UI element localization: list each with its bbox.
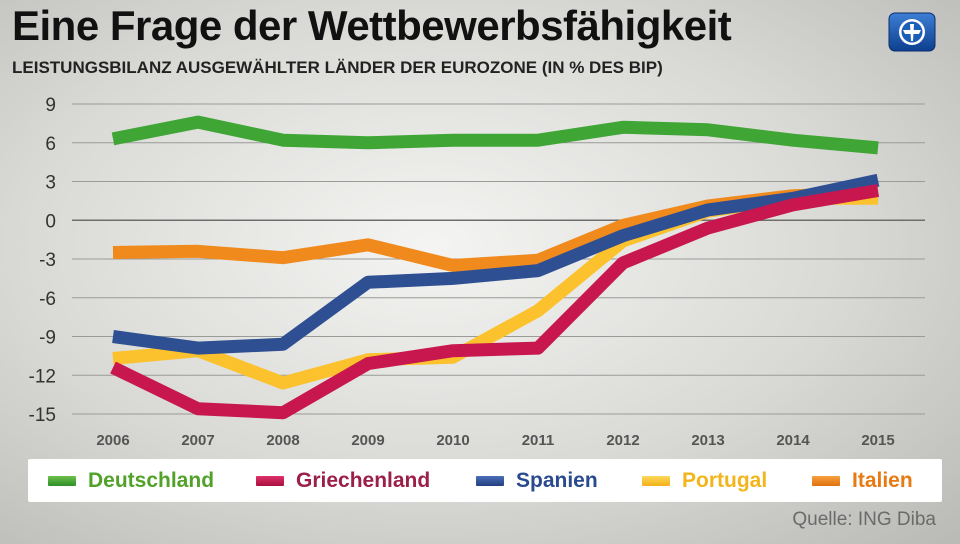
legend-item-griechenland: Griechenland	[256, 459, 430, 502]
x-tick-label: 2006	[96, 432, 129, 449]
y-tick-label: -6	[39, 289, 56, 310]
x-tick-label: 2013	[691, 432, 724, 449]
x-tick-label: 2009	[351, 432, 384, 449]
legend-label-griechenland: Griechenland	[296, 468, 431, 492]
y-tick-label: -15	[29, 405, 56, 426]
legend-swatch-spanien	[476, 475, 504, 486]
legend-item-deutschland: Deutschland	[48, 459, 214, 502]
x-tick-label: 2008	[266, 432, 299, 449]
source-note: Quelle: ING Diba	[792, 509, 936, 530]
x-tick-label: 2015	[861, 432, 894, 449]
y-tick-label: 6	[45, 134, 56, 155]
legend-swatch-italien	[812, 475, 840, 486]
x-tick-label: 2014	[776, 432, 810, 449]
series-line-griechenland	[110, 184, 880, 420]
series-line-spanien	[112, 173, 880, 355]
legend-label-spanien: Spanien	[516, 468, 598, 492]
legend-swatch-griechenland	[256, 475, 284, 486]
legend-item-spanien: Spanien	[476, 459, 598, 502]
tagesschau-logo-icon	[888, 12, 936, 52]
legend-swatch-portugal	[642, 475, 670, 486]
legend-swatch-deutschland	[48, 475, 76, 486]
legend-label-italien: Italien	[852, 468, 913, 492]
legend: Deutschland Griechenland Spanien Portuga…	[28, 459, 942, 502]
x-tick-label: 2012	[606, 432, 639, 449]
x-tick-label: 2007	[181, 432, 214, 449]
x-tick-label: 2010	[436, 432, 469, 449]
y-tick-label: 9	[45, 95, 56, 116]
chart-subtitle: LEISTUNGSBILANZ AUSGEWÄHLTER LÄNDER DER …	[12, 58, 663, 77]
y-tick-label: -9	[39, 328, 56, 349]
legend-label-deutschland: Deutschland	[88, 468, 215, 492]
y-tick-label: 0	[45, 211, 56, 232]
series-line-deutschland	[111, 115, 879, 155]
y-tick-label: 3	[45, 173, 56, 194]
chart-title: Eine Frage der Wettbewerbsfähigkeit	[12, 2, 732, 49]
legend-item-italien: Italien	[812, 459, 913, 502]
x-tick-label: 2011	[522, 432, 555, 449]
legend-label-portugal: Portugal	[682, 468, 768, 492]
legend-item-portugal: Portugal	[642, 459, 767, 502]
y-tick-label: -3	[39, 250, 56, 271]
y-tick-label: -12	[29, 366, 56, 387]
